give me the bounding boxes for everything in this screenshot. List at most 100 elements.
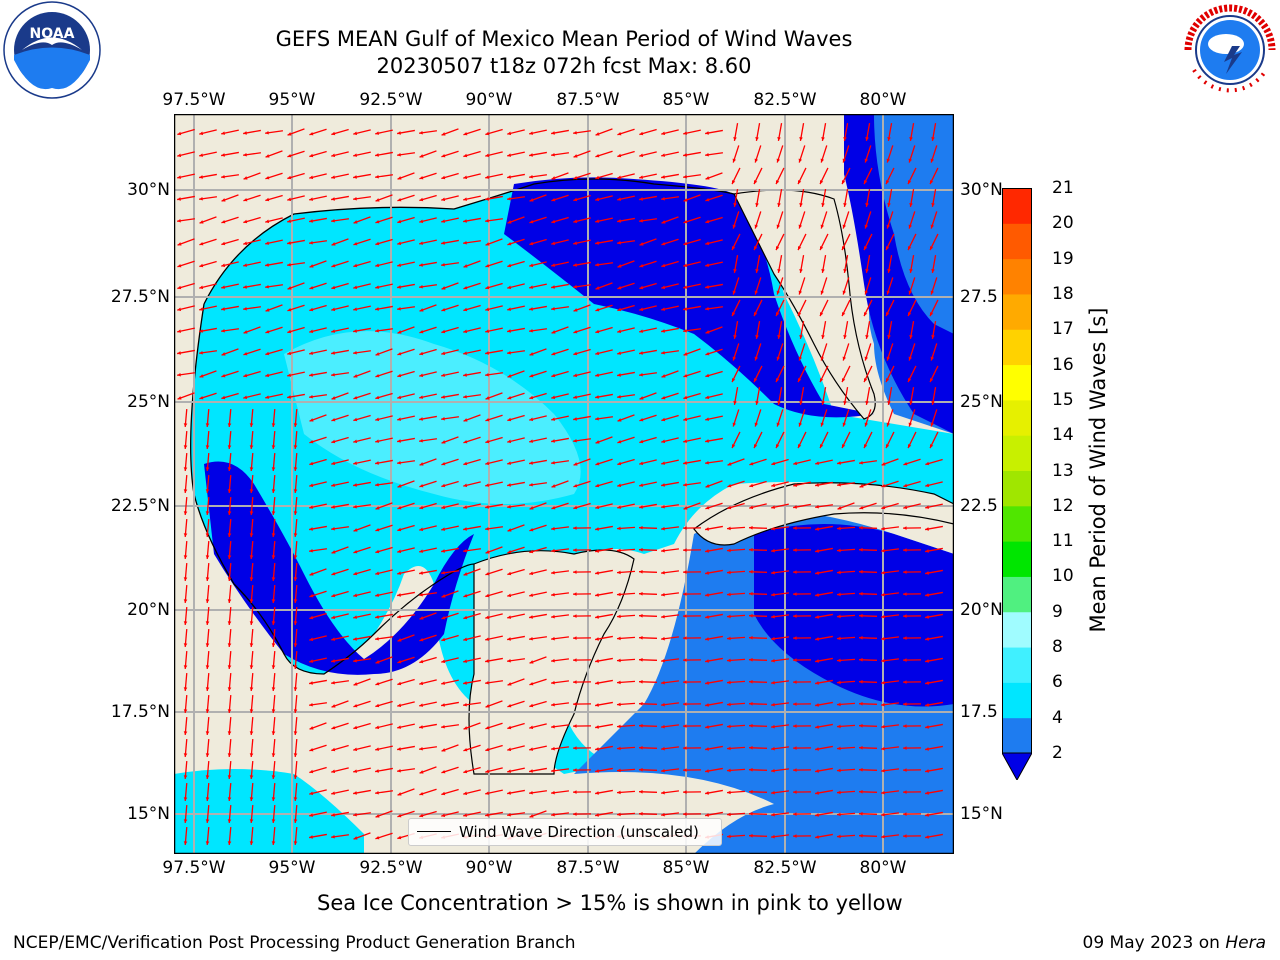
wind-wave-arrowhead	[859, 613, 863, 618]
wind-wave-arrowhead	[683, 395, 688, 400]
wind-wave-arrowhead	[749, 767, 753, 772]
colorbar-tick-label: 8	[1052, 637, 1063, 658]
wind-wave-arrowhead	[639, 547, 643, 552]
wind-wave-arrowhead	[727, 680, 731, 685]
wind-wave-arrowhead	[227, 665, 232, 669]
wind-wave-arrowhead	[864, 356, 869, 361]
wind-wave-arrowhead	[331, 307, 336, 312]
wind-wave-arrowhead	[887, 203, 891, 207]
colorbar-tick-label: 13	[1052, 460, 1074, 481]
wind-wave-arrowhead	[925, 483, 930, 488]
wind-wave-arrowhead	[205, 489, 210, 493]
florida-peninsula	[733, 189, 876, 420]
wind-wave-arrowhead	[183, 555, 188, 559]
wind-wave-arrowhead	[727, 658, 731, 663]
wind-wave-arrowhead	[309, 131, 314, 136]
colorbar-tick-label: 17	[1052, 319, 1074, 340]
wind-wave-arrowhead	[881, 702, 885, 707]
wind-wave-arrowhead	[639, 329, 644, 333]
wind-wave-arrowhead	[353, 637, 357, 641]
wind-wave-arrowhead	[485, 725, 490, 730]
wind-wave-arrowhead	[732, 422, 737, 427]
wind-wave-arrowhead	[507, 153, 512, 157]
wind-wave-arrowhead	[617, 505, 622, 509]
wind-wave-arrowhead	[271, 445, 276, 449]
wind-wave-arrowhead	[331, 285, 336, 290]
wind-wave-arrowhead	[331, 175, 336, 179]
wind-wave-arrowhead	[683, 461, 687, 465]
wind-wave-arrowhead	[841, 312, 846, 317]
wind-wave-arrowhead	[485, 372, 489, 377]
wind-wave-arrowhead	[683, 702, 687, 706]
wind-wave-arrowhead	[837, 592, 841, 597]
wind-wave-arrowhead	[793, 461, 798, 466]
wind-wave-arrowhead	[463, 813, 468, 817]
wind-wave-arrowhead	[595, 483, 600, 488]
wind-wave-arrowhead	[485, 769, 490, 774]
wind-wave-arrowhead	[221, 285, 226, 289]
wind-wave-arrowhead	[375, 549, 380, 554]
wind-wave-arrowhead	[375, 373, 380, 378]
wind-wave-arrowhead	[463, 702, 467, 707]
wind-wave-arrowhead	[243, 330, 248, 334]
wind-wave-arrowhead	[397, 263, 402, 267]
wind-wave-arrowhead	[819, 312, 824, 317]
period-band-low-florida-east	[844, 114, 954, 434]
wind-wave-arrowhead	[661, 439, 666, 444]
wind-wave-arrowhead	[375, 527, 380, 532]
wind-wave-arrowhead	[265, 154, 270, 158]
wind-wave-arrowhead	[221, 174, 225, 179]
wind-wave-arrowhead	[843, 137, 847, 141]
wind-wave-arrowhead	[617, 461, 622, 466]
wind-wave-arrowhead	[573, 351, 578, 356]
wind-wave-arrowhead	[529, 417, 534, 422]
wind-wave-arrowhead	[485, 285, 490, 290]
wind-wave-arrowhead	[441, 153, 446, 158]
wind-wave-arrowhead	[293, 709, 298, 713]
wind-wave-arrowhead	[731, 246, 736, 251]
map-panel[interactable]	[174, 114, 954, 854]
wind-wave-arrowhead	[183, 775, 188, 779]
wind-wave-arrowhead	[815, 659, 819, 663]
wind-wave-arrowhead	[485, 131, 490, 136]
wind-wave-arrowhead	[639, 569, 643, 574]
yucatan-peninsula	[468, 549, 635, 775]
wind-wave-arrowhead	[821, 203, 825, 207]
wind-wave-arrowhead	[617, 329, 622, 334]
wind-wave-arrowhead	[843, 401, 847, 405]
wind-wave-arrowhead	[293, 775, 298, 779]
wind-wave-arrowhead	[441, 615, 446, 620]
wind-wave-arrowhead	[419, 527, 424, 532]
wind-wave-arrowhead	[199, 285, 204, 290]
footer-host: Hera	[1225, 933, 1266, 953]
wind-wave-arrowhead	[864, 422, 869, 427]
wind-wave-arrowhead	[727, 636, 731, 641]
wind-wave-arrowhead	[595, 132, 600, 136]
wind-wave-arrowhead	[485, 704, 490, 708]
wind-wave-arrowhead	[661, 790, 665, 795]
wind-wave-arrowhead	[463, 175, 468, 180]
wind-wave-arrowhead	[441, 395, 445, 399]
wind-wave-arrowhead	[837, 702, 841, 707]
wind-wave-arrowhead	[749, 811, 753, 816]
wind-wave-arrowhead	[309, 505, 314, 509]
wind-wave-arrowhead	[441, 373, 446, 377]
wind-wave-arrowhead	[353, 593, 358, 598]
wind-wave-arrowhead	[441, 351, 446, 356]
wind-wave-arrowhead	[243, 219, 248, 224]
wind-wave-arrowhead	[776, 422, 781, 427]
wind-wave-arrowhead	[573, 812, 577, 816]
wind-wave-arrowhead	[419, 549, 424, 553]
wind-wave-arrowhead	[595, 416, 599, 421]
wind-wave-arrowhead	[485, 659, 489, 663]
wind-wave-arrowhead	[617, 614, 621, 619]
wind-wave-arrowhead	[595, 527, 599, 531]
wind-wave-arrowhead	[683, 636, 687, 640]
wind-wave-arrowhead	[573, 154, 578, 158]
wind-wave-arrowhead	[199, 395, 204, 400]
wind-wave-arrowhead	[227, 819, 232, 823]
wind-wave-arrowhead	[331, 329, 336, 333]
wind-wave-arrowhead	[249, 665, 254, 669]
wind-wave-arrowhead	[705, 152, 709, 157]
wind-wave-arrowhead	[727, 614, 731, 619]
